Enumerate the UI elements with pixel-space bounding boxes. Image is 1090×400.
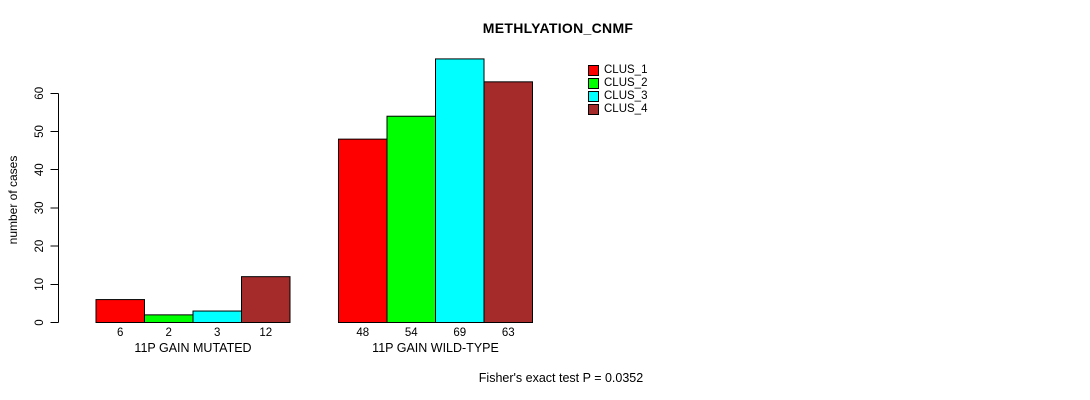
bar-CLUS_4 [483,81,533,323]
bar-CLUS_2 [386,115,436,323]
y-axis-tick-label: 50 [34,125,46,138]
group-label: 11P GAIN WILD-TYPE [372,341,499,355]
bar-CLUS_4 [241,276,291,324]
legend-label: CLUS_2 [604,77,648,89]
legend-color-swatch [588,91,599,102]
stat-annotation: Fisher's exact test P = 0.0352 [478,371,644,385]
legend-color-swatch [588,104,599,115]
legend-label: CLUS_4 [604,103,648,115]
bar-value-label: 3 [214,327,220,339]
legend-label: CLUS_3 [604,90,648,102]
y-axis-tick-label: 0 [34,319,46,325]
legend-item-clus_3: CLUS_3 [588,90,647,103]
bar-CLUS_3 [192,310,242,324]
group-label: 11P GAIN MUTATED [134,341,251,355]
bar-value-label: 54 [405,327,418,339]
y-axis-tick-label: 60 [34,87,46,100]
legend-item-clus_1: CLUS_1 [588,64,647,77]
y-axis-tick-label: 30 [34,202,46,215]
bar-value-label: 2 [166,327,172,339]
bar-CLUS_1 [338,138,388,323]
y-axis-tick-label: 10 [34,278,46,291]
bar-value-label: 12 [259,327,272,339]
bar-CLUS_1 [95,299,145,323]
legend-color-swatch [588,65,599,76]
legend-color-swatch [588,78,599,89]
chart-title: METHLYATION_CNMF [482,20,634,36]
legend-item-clus_4: CLUS_4 [588,103,647,116]
legend-item-clus_2: CLUS_2 [588,77,647,90]
bar-value-label: 63 [502,327,515,339]
bar-value-label: 6 [117,327,123,339]
bar-value-label: 69 [453,327,466,339]
bar-CLUS_3 [435,58,485,323]
bar-value-label: 48 [356,327,369,339]
legend-label: CLUS_1 [604,64,648,76]
y-axis-tick-label: 40 [34,163,46,176]
y-axis-tick-label: 20 [34,240,46,253]
legend: CLUS_1 CLUS_2 CLUS_3 CLUS_4 [588,64,647,116]
bar-CLUS_2 [144,314,194,323]
